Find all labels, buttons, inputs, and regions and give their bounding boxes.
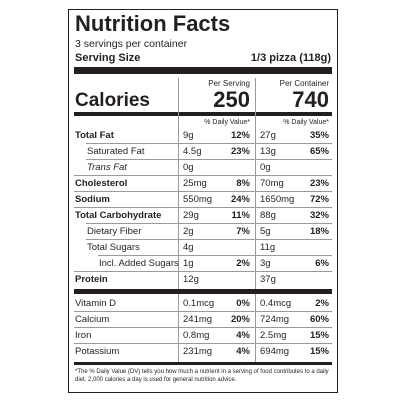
nutrient-name: Vitamin D	[75, 298, 117, 309]
daily-value: 24%	[230, 194, 250, 205]
daily-value: 23%	[230, 146, 250, 157]
daily-value: 12%	[230, 130, 250, 141]
amount: 724mg	[260, 314, 290, 325]
amount: 12g	[183, 274, 199, 285]
footnote: *The % Daily Value (DV) tells you how mu…	[75, 369, 329, 384]
nutrient-name: Protein	[75, 274, 108, 285]
daily-value: 8%	[236, 178, 250, 189]
amount: 0g	[260, 162, 271, 173]
nutrition-label: Nutrition Facts 3 servings per container…	[68, 9, 338, 393]
serving-size-label: Serving Size	[75, 52, 141, 64]
amount: 13g	[260, 146, 276, 157]
amount: 231mg	[183, 346, 213, 357]
amount: 1650mg	[260, 194, 295, 205]
row-rule	[74, 311, 332, 312]
thick-rule	[74, 67, 332, 74]
daily-value: 35%	[309, 130, 329, 141]
daily-value: 60%	[309, 314, 329, 325]
nutrient-name: Total Fat	[75, 130, 114, 141]
row-rule	[86, 143, 332, 144]
nutrient-name: Saturated Fat	[87, 146, 145, 157]
amount: 2g	[183, 226, 194, 237]
nutrient-name: Iron	[75, 330, 92, 341]
amount: 1g	[183, 258, 194, 269]
daily-value: 72%	[309, 194, 329, 205]
daily-value: 23%	[309, 178, 329, 189]
amount: 241mg	[183, 314, 213, 325]
calories-container: 740	[292, 87, 329, 112]
amount: 9g	[183, 130, 194, 141]
row-rule	[98, 255, 332, 256]
row-rule	[86, 223, 332, 224]
nutrient-name: Potassium	[75, 346, 120, 357]
amount: 4.5g	[183, 146, 202, 157]
amount: 0.4mcg	[260, 298, 292, 309]
amount: 0.8mg	[183, 330, 210, 341]
row-rule	[86, 239, 332, 240]
row-rule	[86, 159, 332, 160]
nutrient-name: Cholesterol	[75, 178, 128, 189]
daily-value: 11%	[231, 210, 251, 221]
daily-value: 32%	[309, 210, 329, 221]
dv-header: % Daily Value*	[283, 119, 329, 126]
daily-value: 15%	[309, 330, 329, 341]
daily-value: 4%	[236, 330, 250, 341]
row-rule	[74, 191, 332, 192]
amount: 70mg	[260, 178, 284, 189]
nutrient-name: Calcium	[75, 314, 110, 325]
amount: 5g	[260, 226, 271, 237]
serving-size: 1/3 pizza (118g)	[250, 52, 331, 64]
title: Nutrition Facts	[75, 11, 231, 36]
daily-value: 6%	[315, 258, 329, 269]
row-rule	[74, 343, 332, 344]
column-divider	[178, 78, 179, 363]
thick-rule	[74, 289, 332, 294]
medium-rule	[74, 362, 332, 365]
amount: 27g	[260, 130, 276, 141]
nutrient-name: Total Sugars	[87, 242, 140, 253]
calories-serving: 250	[213, 87, 250, 112]
servings: 3 servings per container	[75, 38, 188, 50]
nutrient-name: Incl. Added Sugars	[99, 258, 179, 269]
daily-value: 2%	[236, 258, 250, 269]
daily-value: 0%	[236, 298, 250, 309]
amount: 3g	[260, 258, 271, 269]
daily-value: 15%	[309, 346, 329, 357]
amount: 11g	[260, 242, 276, 253]
amount: 694mg	[260, 346, 290, 357]
daily-value: 2%	[315, 298, 329, 309]
amount: 0.1mcg	[183, 298, 215, 309]
column-header: Per Serving	[208, 79, 250, 88]
nutrient-name: Trans Fat	[87, 162, 127, 173]
row-rule	[74, 207, 332, 208]
amount: 2.5mg	[260, 330, 287, 341]
amount: 25mg	[183, 178, 207, 189]
amount: 4g	[183, 242, 194, 253]
amount: 29g	[183, 210, 199, 221]
calories-label: Calories	[75, 90, 150, 111]
amount: 0g	[183, 162, 194, 173]
column-header: Per Container	[279, 79, 329, 88]
daily-value: 20%	[230, 314, 250, 325]
daily-value: 65%	[309, 146, 329, 157]
nutrient-name: Sodium	[75, 194, 110, 205]
nutrient-name: Total Carbohydrate	[75, 210, 162, 221]
amount: 37g	[260, 274, 276, 285]
row-rule	[74, 271, 332, 272]
daily-value: 18%	[309, 226, 329, 237]
medium-rule	[74, 112, 332, 116]
nutrient-name: Dietary Fiber	[87, 226, 142, 237]
row-rule	[74, 175, 332, 176]
dv-header: % Daily Value*	[204, 119, 250, 126]
amount: 550mg	[183, 194, 213, 205]
amount: 88g	[260, 210, 276, 221]
daily-value: 7%	[236, 226, 250, 237]
column-divider	[255, 78, 256, 363]
daily-value: 4%	[236, 346, 250, 357]
row-rule	[74, 327, 332, 328]
